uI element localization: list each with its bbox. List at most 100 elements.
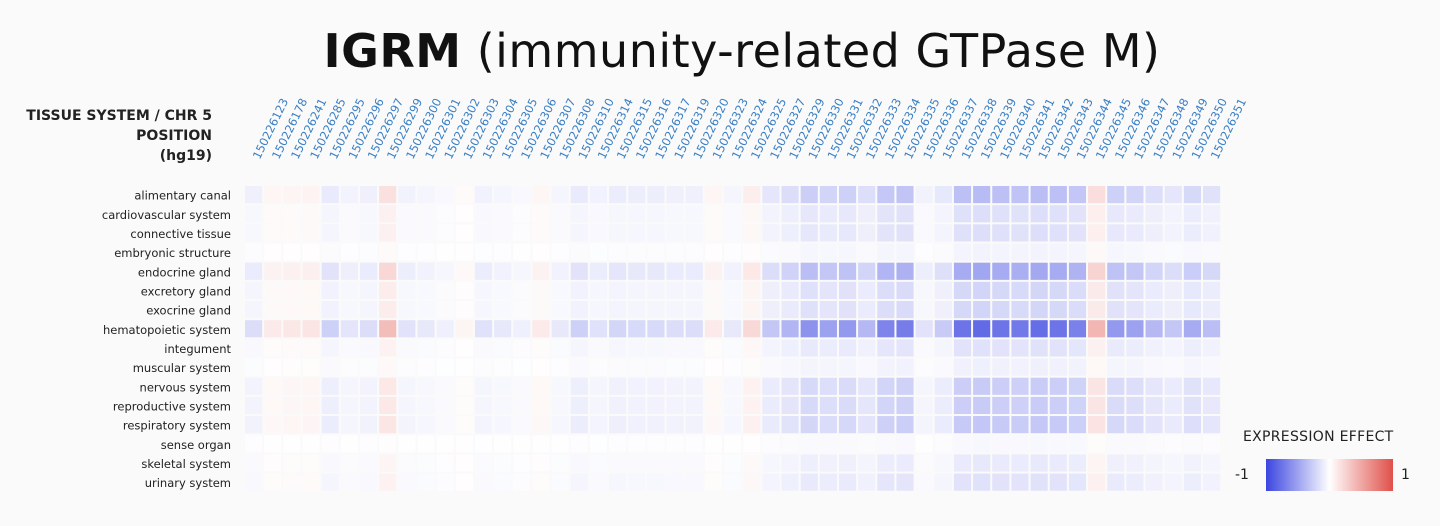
- heatmap-cell: [417, 224, 435, 242]
- heatmap-cell: [666, 416, 684, 434]
- heatmap-cell: [283, 377, 301, 395]
- heatmap-cell: [570, 416, 588, 434]
- heatmap-cell: [321, 454, 339, 472]
- heatmap-cell: [398, 377, 416, 395]
- heatmap-cell: [1164, 377, 1182, 395]
- heatmap-cell: [1126, 281, 1144, 300]
- heatmap-cell: [1011, 454, 1029, 472]
- heatmap-cell: [1088, 435, 1106, 453]
- heatmap-cell: [245, 186, 263, 204]
- heatmap-cell: [1011, 262, 1029, 280]
- heatmap-cell: [1107, 320, 1125, 338]
- heatmap-cell: [724, 320, 742, 338]
- heatmap-cell: [474, 377, 493, 395]
- heatmap-cell: [896, 454, 914, 472]
- heatmap-cell: [858, 186, 876, 204]
- heatmap-cell: [628, 454, 646, 472]
- heatmap-cell: [877, 473, 895, 491]
- heatmap-cell: [551, 262, 569, 280]
- heatmap-cell: [417, 205, 435, 223]
- heatmap-cell: [973, 339, 991, 357]
- heatmap-cell: [762, 358, 780, 376]
- row-label: connective tissue: [130, 227, 231, 241]
- heatmap-cell: [474, 454, 493, 472]
- heatmap-cell: [685, 416, 703, 434]
- heatmap-cell: [340, 435, 358, 453]
- heatmap-cell: [245, 281, 263, 300]
- heatmap-cell: [551, 186, 569, 204]
- heatmap-cell: [340, 358, 358, 376]
- heatmap-cell: [321, 186, 339, 204]
- heatmap-cell: [762, 339, 780, 357]
- heatmap-cell: [800, 243, 818, 261]
- heatmap-cell: [321, 435, 339, 453]
- heatmap-cell: [302, 396, 320, 415]
- heatmap-cell: [628, 358, 646, 376]
- heatmap-cell: [340, 262, 358, 280]
- heatmap-cell: [1203, 243, 1221, 261]
- heatmap-cell: [417, 377, 435, 395]
- heatmap-cell: [302, 320, 320, 338]
- heatmap-cell: [666, 454, 684, 472]
- heatmap-cell: [513, 301, 531, 319]
- heatmap-cell: [1030, 435, 1048, 453]
- heatmap-cell: [436, 416, 454, 434]
- heatmap-cell: [283, 301, 301, 319]
- heatmap-cell: [1164, 205, 1182, 223]
- heatmap-cell: [704, 301, 722, 319]
- heatmap-cell: [1049, 262, 1067, 280]
- heatmap-cell: [819, 320, 837, 338]
- heatmap-cell: [570, 320, 588, 338]
- heatmap-cell: [283, 358, 301, 376]
- heatmap-cell: [1183, 186, 1201, 204]
- heatmap-cell: [1011, 396, 1029, 415]
- heatmap-cell: [1203, 301, 1221, 319]
- heatmap-cell: [302, 377, 320, 395]
- heatmap-cell: [992, 262, 1010, 280]
- heatmap-cell: [609, 262, 627, 280]
- heatmap-cell: [609, 301, 627, 319]
- heatmap-cell: [1164, 186, 1182, 204]
- heatmap-cell: [953, 205, 972, 223]
- heatmap-cell: [264, 281, 282, 300]
- heatmap-cell: [819, 339, 837, 357]
- heatmap-cell: [743, 320, 761, 338]
- heatmap-cell: [359, 377, 378, 395]
- heatmap-cell: [858, 377, 876, 395]
- heatmap-cell: [992, 205, 1010, 223]
- heatmap-cell: [992, 281, 1010, 300]
- heatmap-cell: [570, 262, 588, 280]
- heatmap-cell: [915, 224, 933, 242]
- heatmap-cell: [1107, 454, 1125, 472]
- heatmap-cell: [379, 416, 397, 434]
- heatmap-cell: [1049, 416, 1067, 434]
- heatmap-cell: [417, 186, 435, 204]
- heatmap-cell: [704, 224, 722, 242]
- heatmap-cell: [724, 473, 742, 491]
- heatmap-cell: [551, 416, 569, 434]
- heatmap-cell: [666, 435, 684, 453]
- heatmap-cell: [532, 473, 550, 491]
- heatmap-cell: [398, 320, 416, 338]
- heatmap-cell: [1088, 416, 1106, 434]
- heatmap-cell: [398, 281, 416, 300]
- heatmap-cell: [302, 205, 320, 223]
- heatmap-cell: [973, 243, 991, 261]
- heatmap-cell: [283, 435, 301, 453]
- heatmap-cell: [1145, 416, 1163, 434]
- heatmap-cell: [953, 320, 972, 338]
- heatmap-cell: [647, 243, 665, 261]
- heatmap-cell: [283, 454, 301, 472]
- heatmap-cell: [762, 243, 780, 261]
- heatmap-cell: [973, 301, 991, 319]
- heatmap-cell: [685, 473, 703, 491]
- heatmap-cell: [436, 205, 454, 223]
- heatmap-cell: [1030, 186, 1048, 204]
- heatmap-cell: [704, 358, 722, 376]
- heatmap-cell: [474, 358, 493, 376]
- heatmap-cell: [1049, 281, 1067, 300]
- heatmap-cell: [724, 262, 742, 280]
- heatmap-cell: [570, 396, 588, 415]
- heatmap-cell: [379, 224, 397, 242]
- heatmap-cell: [1145, 281, 1163, 300]
